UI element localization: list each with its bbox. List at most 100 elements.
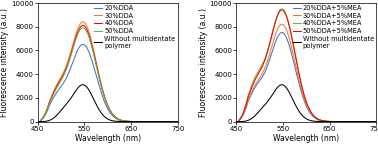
Without multidentate
polymer bbox=[125, 121, 130, 123]
20%DDA+5%MEA bbox=[324, 120, 328, 122]
Line: 30%DDA: 30%DDA bbox=[28, 22, 192, 122]
Without multidentate
polymer bbox=[36, 121, 41, 123]
50%DDA bbox=[130, 121, 135, 123]
40%DDA+5%MEA bbox=[324, 120, 328, 122]
20%DDA bbox=[36, 121, 41, 123]
50%DDA bbox=[189, 121, 194, 123]
20%DDA bbox=[121, 120, 125, 122]
30%DDA+5%MEA bbox=[280, 23, 284, 25]
30%DDA bbox=[121, 120, 125, 122]
50%DDA bbox=[36, 121, 41, 123]
50%DDA bbox=[81, 27, 85, 29]
Legend: 20%DDA+5%MEA, 30%DDA+5%MEA, 40%DDA+5%MEA, 50%DDA+5%MEA, Without multidentate
pol: 20%DDA+5%MEA, 30%DDA+5%MEA, 40%DDA+5%MEA… bbox=[292, 4, 375, 49]
20%DDA bbox=[26, 121, 31, 123]
20%DDA bbox=[150, 121, 155, 123]
Without multidentate
polymer bbox=[150, 121, 155, 123]
40%DDA bbox=[189, 121, 194, 123]
40%DDA+5%MEA bbox=[320, 120, 324, 121]
20%DDA bbox=[125, 121, 130, 122]
30%DDA+5%MEA bbox=[366, 121, 370, 123]
20%DDA+5%MEA bbox=[349, 121, 353, 123]
50%DDA bbox=[121, 120, 125, 122]
Without multidentate
polymer bbox=[366, 121, 370, 123]
Line: Without multidentate
polymer: Without multidentate polymer bbox=[227, 85, 378, 122]
50%DDA bbox=[150, 121, 155, 123]
Without multidentate
polymer bbox=[26, 121, 31, 123]
Y-axis label: Fluorescence intensity (a.u.): Fluorescence intensity (a.u.) bbox=[198, 8, 208, 117]
40%DDA+5%MEA bbox=[366, 121, 370, 123]
40%DDA bbox=[81, 24, 85, 26]
30%DDA bbox=[36, 121, 41, 123]
50%DDA+5%MEA bbox=[320, 120, 324, 121]
30%DDA bbox=[167, 121, 171, 123]
20%DDA bbox=[130, 121, 135, 123]
Without multidentate
polymer bbox=[349, 121, 353, 123]
40%DDA bbox=[150, 121, 155, 123]
30%DDA bbox=[81, 21, 85, 23]
Without multidentate
polymer bbox=[329, 121, 333, 123]
20%DDA bbox=[167, 121, 171, 123]
40%DDA+5%MEA bbox=[235, 121, 239, 123]
40%DDA bbox=[36, 121, 41, 123]
30%DDA bbox=[125, 120, 130, 122]
20%DDA bbox=[189, 121, 194, 123]
Legend: 20%DDA, 30%DDA, 40%DDA, 50%DDA, Without multidentate
polymer: 20%DDA, 30%DDA, 40%DDA, 50%DDA, Without … bbox=[94, 4, 176, 49]
20%DDA+5%MEA bbox=[280, 32, 284, 33]
40%DDA+5%MEA bbox=[280, 8, 284, 10]
50%DDA+5%MEA bbox=[235, 121, 239, 123]
30%DDA bbox=[26, 121, 31, 123]
30%DDA+5%MEA bbox=[324, 120, 328, 122]
50%DDA bbox=[167, 121, 171, 123]
30%DDA bbox=[189, 121, 194, 123]
X-axis label: Wavelength (nm): Wavelength (nm) bbox=[273, 134, 339, 143]
Line: 30%DDA+5%MEA: 30%DDA+5%MEA bbox=[227, 24, 378, 122]
Line: 50%DDA+5%MEA: 50%DDA+5%MEA bbox=[227, 10, 378, 122]
Without multidentate
polymer bbox=[235, 121, 239, 123]
40%DDA bbox=[121, 120, 125, 122]
Without multidentate
polymer bbox=[320, 121, 324, 123]
30%DDA+5%MEA bbox=[329, 121, 333, 123]
20%DDA+5%MEA bbox=[320, 120, 324, 122]
50%DDA+5%MEA bbox=[280, 9, 284, 11]
Without multidentate
polymer bbox=[225, 121, 229, 123]
Y-axis label: Fluorescence intensity (a.u.): Fluorescence intensity (a.u.) bbox=[0, 8, 9, 117]
50%DDA bbox=[26, 121, 31, 123]
40%DDA+5%MEA bbox=[349, 121, 353, 123]
20%DDA bbox=[81, 43, 85, 45]
Line: 20%DDA: 20%DDA bbox=[28, 44, 192, 122]
50%DDA+5%MEA bbox=[324, 120, 328, 122]
40%DDA bbox=[125, 120, 130, 122]
30%DDA bbox=[150, 121, 155, 123]
Line: 50%DDA: 50%DDA bbox=[28, 28, 192, 122]
Line: 20%DDA+5%MEA: 20%DDA+5%MEA bbox=[227, 33, 378, 122]
30%DDA bbox=[130, 121, 135, 123]
Without multidentate
polymer bbox=[280, 84, 284, 86]
20%DDA+5%MEA bbox=[329, 121, 333, 123]
40%DDA bbox=[167, 121, 171, 123]
Line: 40%DDA+5%MEA: 40%DDA+5%MEA bbox=[227, 9, 378, 122]
50%DDA+5%MEA bbox=[329, 121, 333, 123]
30%DDA+5%MEA bbox=[235, 121, 239, 123]
30%DDA+5%MEA bbox=[225, 121, 229, 123]
40%DDA+5%MEA bbox=[225, 121, 229, 123]
50%DDA+5%MEA bbox=[349, 121, 353, 123]
20%DDA+5%MEA bbox=[366, 121, 370, 123]
Without multidentate
polymer bbox=[189, 121, 194, 123]
Without multidentate
polymer bbox=[121, 121, 125, 123]
30%DDA+5%MEA bbox=[320, 120, 324, 122]
50%DDA+5%MEA bbox=[366, 121, 370, 123]
20%DDA+5%MEA bbox=[225, 121, 229, 123]
40%DDA bbox=[130, 121, 135, 123]
X-axis label: Wavelength (nm): Wavelength (nm) bbox=[74, 134, 141, 143]
Without multidentate
polymer bbox=[167, 121, 171, 123]
Line: Without multidentate
polymer: Without multidentate polymer bbox=[28, 85, 192, 122]
40%DDA+5%MEA bbox=[329, 121, 333, 123]
50%DDA+5%MEA bbox=[225, 121, 229, 123]
40%DDA bbox=[26, 121, 31, 123]
Without multidentate
polymer bbox=[324, 121, 328, 123]
Without multidentate
polymer bbox=[130, 121, 135, 123]
30%DDA+5%MEA bbox=[349, 121, 353, 123]
Without multidentate
polymer bbox=[81, 84, 85, 86]
Line: 40%DDA: 40%DDA bbox=[28, 25, 192, 122]
50%DDA bbox=[125, 120, 130, 122]
